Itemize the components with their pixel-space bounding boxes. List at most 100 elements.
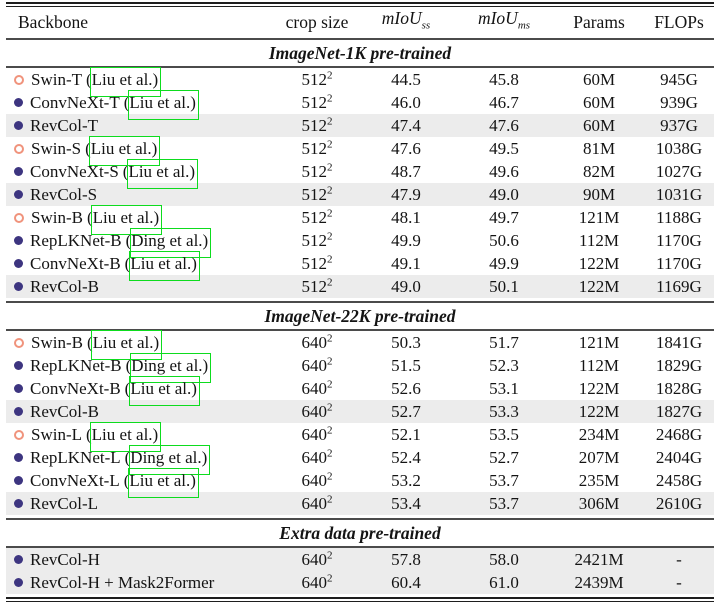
miou-ss-cell: 53.4	[391, 494, 421, 513]
crop-size-value: 640	[301, 425, 328, 444]
flops-cell: 945G	[660, 70, 698, 89]
miou-ss-cell: 60.4	[391, 573, 421, 592]
citation-link[interactable]: (Liu et al.)	[122, 159, 199, 189]
backbone-cell: Swin-L (Liu et al.)	[6, 422, 276, 452]
citation-link[interactable]: (Liu et al.)	[124, 376, 201, 406]
bullet-filled-icon	[14, 361, 23, 370]
flops-cell: 1169G	[656, 277, 702, 296]
table-row: Swin-L (Liu et al.) 6402 52.1 53.5 234M …	[6, 422, 714, 452]
section-title: ImageNet-22K pre-trained	[264, 306, 456, 326]
miou-ss-subscript: ss	[421, 19, 431, 32]
backbone-cell: RevCol-B	[6, 400, 276, 423]
params-cell: 2421M	[574, 550, 624, 569]
crop-size-cell: 5122	[276, 160, 358, 183]
bullet-filled-icon	[14, 384, 23, 393]
crop-size-value: 640	[301, 494, 328, 513]
miou-ms-cell: 49.5	[489, 139, 519, 158]
table-row: ConvNeXt-B (Liu et al.) 5122 49.1 49.9 1…	[6, 251, 714, 281]
flops-cell: 1841G	[655, 333, 703, 352]
citation-link[interactable]: (Liu et al.)	[86, 422, 162, 452]
section-end-rule	[6, 518, 714, 520]
model-name: RepLKNet-L	[30, 448, 121, 467]
header-miou-ms: mIoUms	[454, 7, 554, 38]
bullet-open-icon	[14, 143, 24, 154]
model-name: ConvNeXt-T	[30, 93, 120, 112]
model-name: RepLKNet-B	[30, 231, 122, 250]
miou-ss-cell: 48.1	[391, 208, 421, 227]
crop-size-cell: 5122	[276, 137, 358, 160]
table-row: Swin-B (Liu et al.) 6402 50.3 51.7 121M …	[6, 330, 714, 360]
backbone-cell: RevCol-L	[6, 492, 276, 515]
flops-cell: 2610G	[655, 494, 703, 513]
backbone-cell: ConvNeXt-T (Liu et al.)	[6, 90, 276, 120]
miou-ms-cell: 52.7	[489, 448, 519, 467]
miou-ss-cell: 47.6	[391, 139, 421, 158]
crop-size-exponent: 2	[327, 355, 333, 368]
crop-size-cell: 6402	[276, 377, 358, 400]
crop-size-value: 512	[301, 231, 328, 250]
model-name: RevCol-S	[30, 185, 98, 204]
flops-cell: 2404G	[655, 448, 703, 467]
model-name: Swin-T	[31, 70, 82, 89]
citation-link[interactable]: (Liu et al.)	[123, 468, 200, 498]
flops-cell: 1170G	[656, 231, 702, 250]
citation-link[interactable]: (Ding et al.)	[124, 445, 210, 475]
miou-ss-cell: 49.1	[391, 254, 421, 273]
crop-size-value: 640	[301, 356, 328, 375]
header-rule	[6, 38, 714, 40]
miou-ss-cell: 46.0	[391, 93, 421, 112]
params-cell: 81M	[582, 139, 616, 158]
crop-size-exponent: 2	[327, 138, 333, 151]
bullet-filled-icon	[14, 555, 23, 564]
table-row: RevCol-B 6402 52.7 53.3 122M 1827G	[6, 400, 714, 423]
params-cell: 60M	[582, 116, 616, 135]
header-flops: FLOPs	[654, 12, 704, 32]
crop-size-value: 512	[301, 139, 328, 158]
flops-cell: 1188G	[656, 208, 702, 227]
table-row: RevCol-L 6402 53.4 53.7 306M 2610G	[6, 492, 714, 515]
citation-link[interactable]: (Ding et al.)	[125, 353, 211, 383]
citation-link[interactable]: (Liu et al.)	[86, 67, 162, 97]
miou-ms-cell: 49.9	[489, 254, 519, 273]
crop-size-exponent: 2	[327, 184, 333, 197]
crop-size-value: 640	[301, 573, 328, 592]
backbone-cell: RevCol-H	[6, 548, 276, 571]
params-cell: 90M	[582, 185, 616, 204]
citation-link[interactable]: (Ding et al.)	[125, 228, 211, 258]
crop-size-cell: 5122	[276, 275, 358, 298]
backbone-cell: RevCol-T	[6, 114, 276, 137]
citation-link[interactable]: (Liu et al.)	[85, 136, 161, 166]
miou-ms-cell: 52.3	[489, 356, 519, 375]
crop-size-value: 640	[301, 379, 328, 398]
bullet-filled-icon	[14, 190, 23, 199]
crop-size-exponent: 2	[327, 549, 333, 562]
flops-cell: 1828G	[655, 379, 703, 398]
table-row: ConvNeXt-B (Liu et al.) 6402 52.6 53.1 1…	[6, 376, 714, 406]
crop-size-cell: 5122	[276, 229, 358, 252]
header-backbone: Backbone	[18, 12, 88, 32]
model-name: Swin-S	[31, 139, 82, 158]
citation-link[interactable]: (Liu et al.)	[123, 90, 200, 120]
citation-link[interactable]: (Liu et al.)	[86, 205, 163, 235]
crop-size-value: 512	[301, 70, 328, 89]
table-row: RepLKNet-L (Ding et al.) 6402 52.4 52.7 …	[6, 445, 714, 475]
miou-ss-cell: 53.2	[391, 471, 421, 490]
params-cell: 121M	[578, 333, 620, 352]
crop-size-exponent: 2	[327, 424, 333, 437]
crop-size-exponent: 2	[327, 207, 333, 220]
crop-size-exponent: 2	[327, 115, 333, 128]
crop-size-cell: 6402	[276, 446, 358, 469]
table-row: Swin-B (Liu et al.) 5122 48.1 49.7 121M …	[6, 205, 714, 235]
citation-link[interactable]: (Liu et al.)	[124, 251, 201, 281]
bullet-filled-icon	[14, 453, 23, 462]
backbone-cell: Swin-B (Liu et al.)	[6, 330, 276, 360]
miou-ss-cell: 44.5	[391, 70, 421, 89]
flops-cell: 1027G	[655, 162, 703, 181]
miou-ms-cell: 61.0	[489, 573, 519, 592]
crop-size-exponent: 2	[327, 253, 333, 266]
bullet-filled-icon	[14, 282, 23, 291]
citation-link[interactable]: (Liu et al.)	[86, 330, 163, 360]
crop-size-value: 512	[301, 208, 328, 227]
model-name: RevCol-B	[30, 277, 99, 296]
section-title: Extra data pre-trained	[279, 523, 441, 543]
